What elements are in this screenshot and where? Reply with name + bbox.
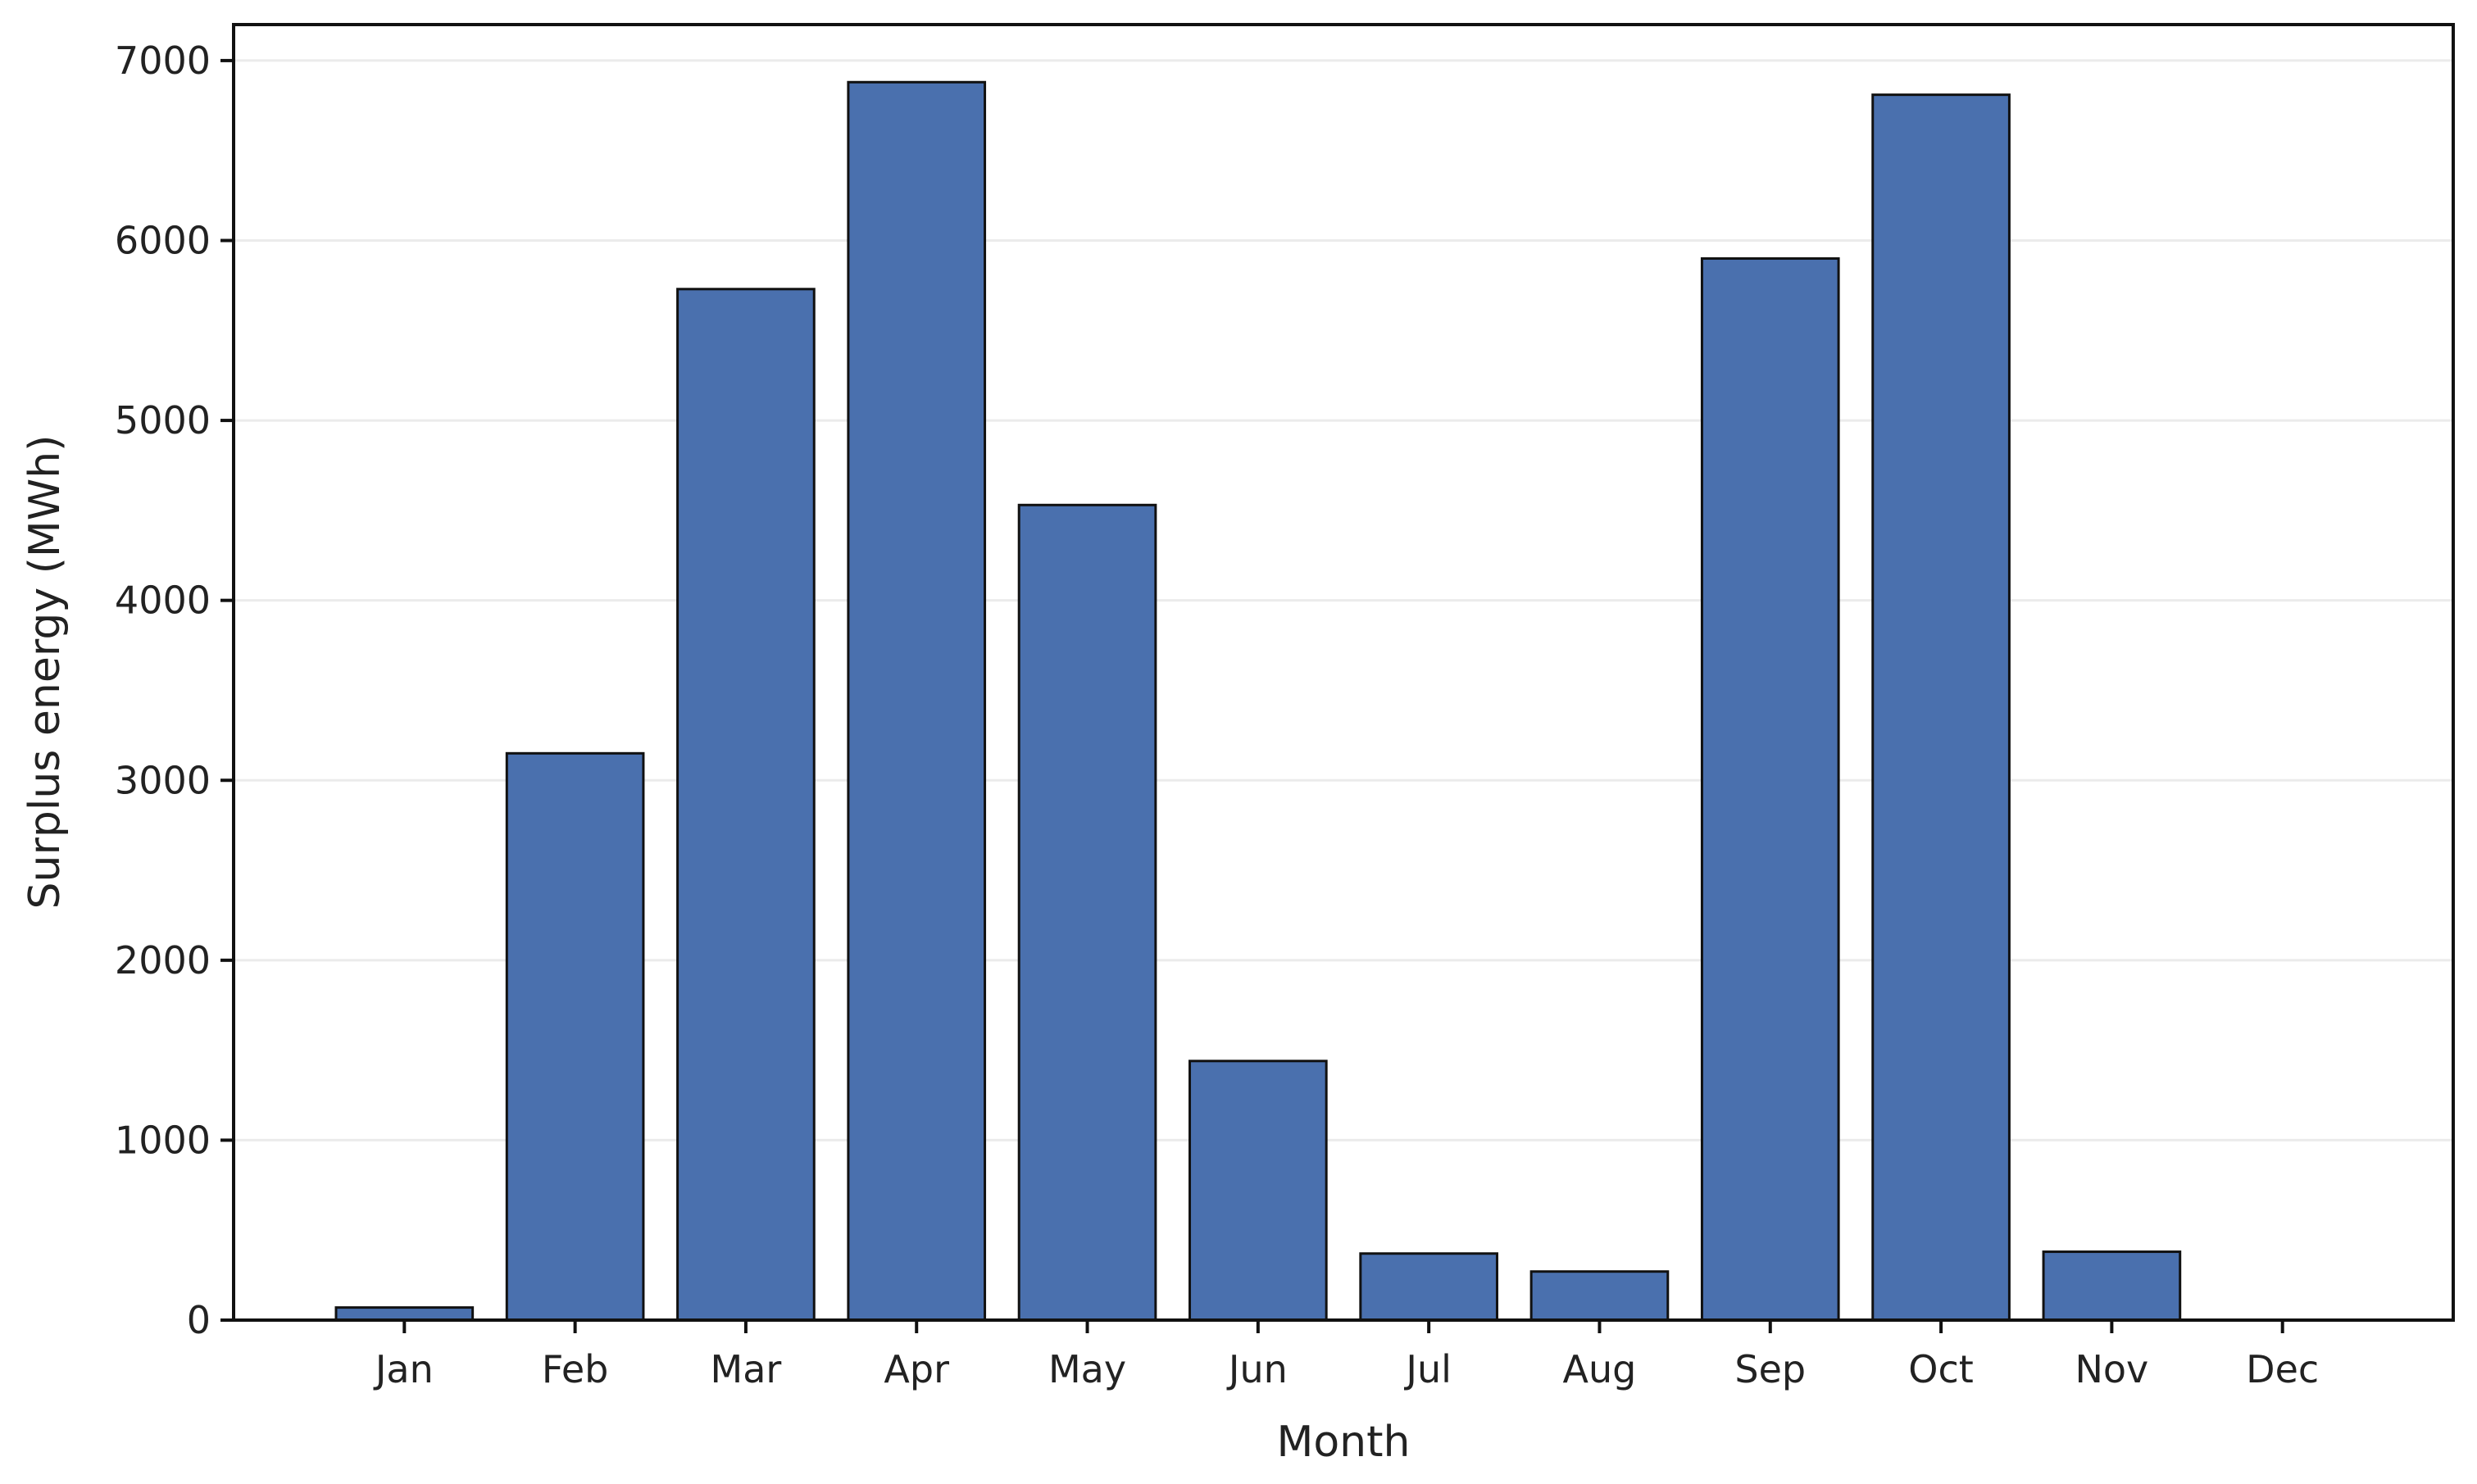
plot-frame xyxy=(232,23,2455,1322)
y-tick-label: 5000 xyxy=(115,398,211,442)
y-tick-label: 7000 xyxy=(115,39,211,83)
y-tick-label: 3000 xyxy=(115,758,211,802)
y-tick-label: 6000 xyxy=(115,219,211,263)
bar-apr xyxy=(847,80,987,1322)
x-axis-title: Month xyxy=(1277,1418,1411,1467)
x-tick-label-feb: Feb xyxy=(542,1347,608,1391)
y-tick-label: 0 xyxy=(187,1298,211,1342)
bar-nov xyxy=(2042,1250,2182,1322)
bars xyxy=(334,80,2182,1322)
x-tick-label-mar: Mar xyxy=(711,1347,782,1391)
x-tick-label-sep: Sep xyxy=(1734,1347,1806,1391)
bar-may xyxy=(1017,503,1157,1322)
y-axis-ticks: 0 1000 2000 3000 4000 5000 6000 7000 xyxy=(115,39,234,1342)
x-tick-label-aug: Aug xyxy=(1563,1347,1637,1391)
bar-oct xyxy=(1871,93,2011,1322)
x-axis-ticks: Jan Feb Mar Apr May Jun Jul Aug Sep Oct Nov Dec xyxy=(373,1320,2319,1391)
bar-sep xyxy=(1700,256,1840,1322)
bar-feb xyxy=(505,751,645,1322)
x-tick-label-jan: Jan xyxy=(373,1347,434,1391)
y-tick-label: 2000 xyxy=(115,938,211,983)
y-tick-label: 4000 xyxy=(115,579,211,623)
y-axis-title: Surplus energy (MWh) xyxy=(20,435,70,910)
x-tick-label-oct: Oct xyxy=(1908,1347,1974,1391)
x-tick-label-jun: Jun xyxy=(1226,1347,1288,1391)
x-tick-label-apr: Apr xyxy=(884,1347,949,1391)
x-tick-label-may: May xyxy=(1048,1347,1126,1391)
bar-jan xyxy=(334,1306,475,1322)
x-tick-label-jul: Jul xyxy=(1403,1347,1452,1391)
y-tick-label: 1000 xyxy=(115,1118,211,1162)
bar-jun xyxy=(1189,1060,1328,1322)
bar-mar xyxy=(676,288,816,1322)
bar-aug xyxy=(1529,1270,1670,1322)
x-tick-label-dec: Dec xyxy=(2246,1347,2319,1391)
bar-jul xyxy=(1359,1252,1498,1322)
x-tick-label-nov: Nov xyxy=(2075,1347,2148,1391)
